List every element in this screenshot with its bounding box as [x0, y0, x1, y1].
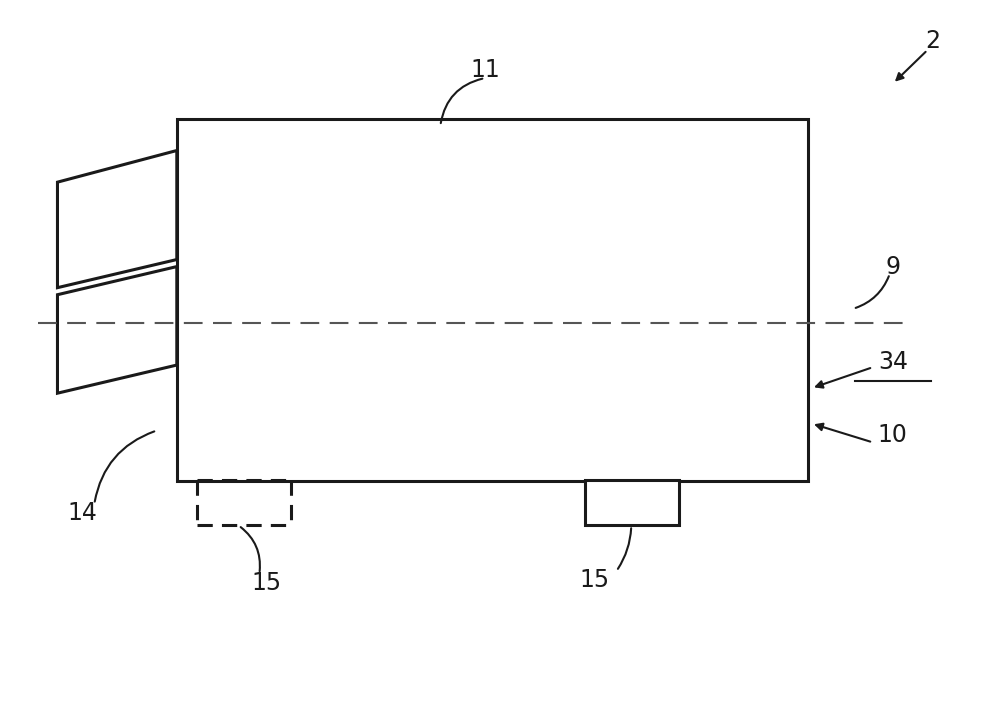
Bar: [177, 119, 808, 481]
Text: 15: 15: [251, 571, 281, 595]
Text: 14: 14: [67, 501, 97, 525]
Text: 11: 11: [470, 57, 500, 82]
Text: 9: 9: [885, 255, 900, 279]
Text: 2: 2: [925, 30, 940, 53]
Text: 15: 15: [579, 568, 610, 591]
Polygon shape: [57, 150, 177, 288]
Polygon shape: [57, 267, 177, 393]
Bar: [585, 480, 679, 525]
Text: 10: 10: [878, 423, 908, 447]
Text: 34: 34: [878, 350, 908, 374]
